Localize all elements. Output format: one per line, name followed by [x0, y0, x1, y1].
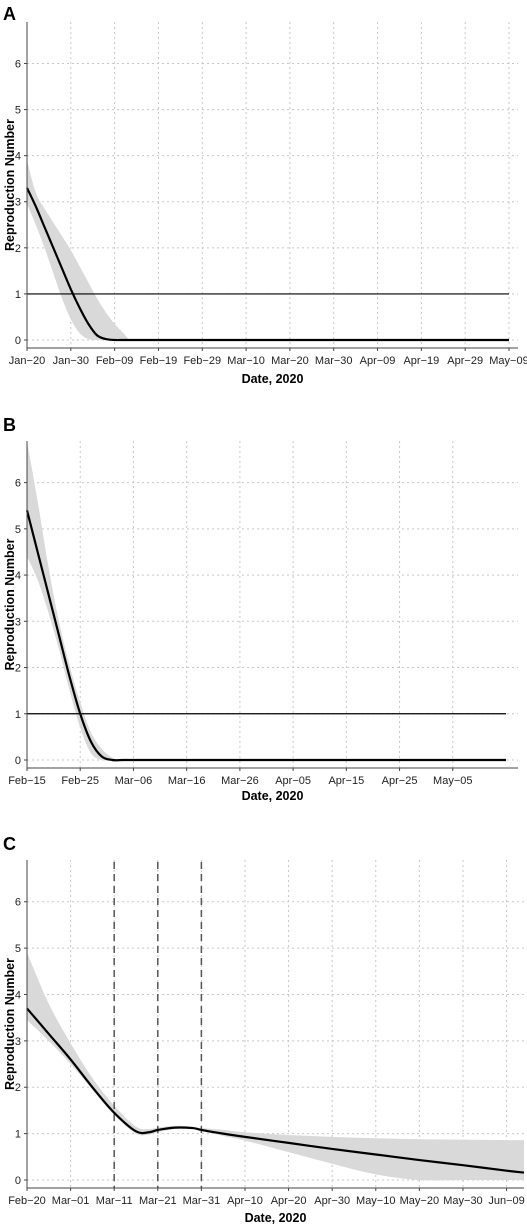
y-tick-label: 4: [15, 570, 21, 582]
x-tick-label: May−05: [433, 775, 472, 787]
x-tick-label: May−10: [356, 1195, 395, 1207]
y-tick-label: 5: [15, 943, 21, 955]
y-tick-label: 2: [15, 243, 21, 255]
x-tick-label: May−09: [489, 355, 527, 367]
grid: [26, 441, 518, 768]
intervention-lines: [113, 862, 203, 1188]
confidence-band: [27, 952, 524, 1181]
x-tick-label: Jan−30: [53, 355, 89, 367]
reproduction-number-line: [26, 187, 509, 342]
x-tick-label: Mar−20: [271, 355, 309, 367]
reproduction-number-line: [25, 510, 506, 762]
y-tick-label: 4: [15, 989, 21, 1001]
x-tick-label: Apr−09: [360, 355, 396, 367]
x-axis-title: Date, 2020: [242, 789, 304, 803]
x-tick-label: Mar−26: [221, 775, 259, 787]
y-tick-label: 5: [15, 524, 21, 536]
reproduction-number-line: [26, 1007, 525, 1174]
x-tick-label: Feb−25: [61, 775, 99, 787]
y-axis-title: Reproduction Number: [3, 538, 17, 670]
x-tick-label: Feb−20: [8, 1195, 46, 1207]
y-tick-label: 6: [15, 897, 21, 909]
axis-ticks: 0 1 2 3 4 5 6 Feb−20 Mar−01 Mar−11 Mar−21 Mar−31 Apr…: [8, 897, 525, 1207]
y-tick-label: 0: [15, 755, 21, 767]
x-tick-label: Mar−21: [139, 1195, 177, 1207]
x-axis-title: Date, 2020: [242, 372, 304, 386]
y-tick-label: 6: [15, 58, 21, 70]
confidence-band: [27, 160, 509, 341]
y-tick-label: 0: [15, 335, 21, 347]
x-tick-label: Jun−09: [488, 1195, 524, 1207]
x-tick-label: Mar−11: [96, 1195, 133, 1207]
x-tick-label: Apr−15: [328, 775, 364, 787]
x-tick-label: Feb−15: [8, 775, 46, 787]
y-tick-label: 3: [15, 1036, 21, 1048]
panel-b: B 0 1 2 3 4 5 6 Feb−15 Feb−25 Mar−06 Mar−16 Mar−26 A…: [3, 415, 518, 803]
x-tick-label: Mar−16: [168, 775, 206, 787]
panel-label-c: C: [3, 834, 16, 854]
y-axis-title: Reproduction Number: [3, 958, 17, 1090]
panel-a: A 0 1 2 3 4 5 6 Jan−20 Jan−30 Feb−09 Feb−19 Feb−29 M…: [3, 4, 527, 386]
y-tick-label: 1: [15, 709, 21, 721]
x-tick-label: Mar−01: [52, 1195, 90, 1207]
panel-label-a: A: [3, 4, 16, 24]
grid: [26, 22, 518, 348]
panel-label-b: B: [3, 415, 16, 435]
x-tick-label: Feb−19: [140, 355, 178, 367]
y-tick-label: 4: [15, 151, 21, 163]
y-tick-label: 3: [15, 197, 21, 209]
x-tick-label: May−30: [443, 1195, 482, 1207]
x-tick-label: Apr−29: [447, 355, 483, 367]
x-tick-label: Apr−30: [314, 1195, 350, 1207]
x-tick-label: Apr−25: [382, 775, 418, 787]
x-tick-label: Feb−09: [96, 355, 134, 367]
y-axis-title: Reproduction Number: [3, 119, 17, 251]
x-tick-label: Apr−10: [227, 1195, 263, 1207]
y-tick-label: 1: [15, 1129, 21, 1141]
y-tick-label: 1: [15, 289, 21, 301]
y-tick-label: 2: [15, 1082, 21, 1094]
y-tick-label: 0: [15, 1175, 21, 1187]
axis-ticks: 0 1 2 3 4 5 6 Jan−20 Jan−30 Feb−09 Feb−19 Feb−29 Mar…: [9, 58, 527, 367]
x-tick-label: Mar−10: [227, 355, 265, 367]
x-tick-label: Apr−05: [275, 775, 311, 787]
x-axis-title: Date, 2020: [245, 1211, 307, 1225]
x-tick-label: Mar−30: [315, 355, 353, 367]
axis-ticks: 0 1 2 3 4 5 6 Feb−15 Feb−25 Mar−06 Mar−16 Mar−26 Apr…: [8, 478, 472, 787]
y-tick-label: 5: [15, 105, 21, 117]
x-tick-label: Apr−19: [403, 355, 439, 367]
y-tick-label: 3: [15, 616, 21, 628]
x-tick-label: Mar−31: [183, 1195, 221, 1207]
panel-c: C 0 1 2 3 4 5 6 Feb−20 Mar−01 Mar−11 Mar−21 Mar−31 A…: [3, 834, 525, 1225]
y-tick-label: 6: [15, 478, 21, 490]
x-tick-label: Mar−06: [115, 775, 153, 787]
confidence-band: [27, 441, 506, 761]
y-tick-label: 2: [15, 663, 21, 675]
x-tick-label: Jan−20: [9, 355, 45, 367]
x-tick-label: May−20: [400, 1195, 439, 1207]
x-tick-label: Feb−29: [183, 355, 221, 367]
x-tick-label: Apr−20: [271, 1195, 307, 1207]
